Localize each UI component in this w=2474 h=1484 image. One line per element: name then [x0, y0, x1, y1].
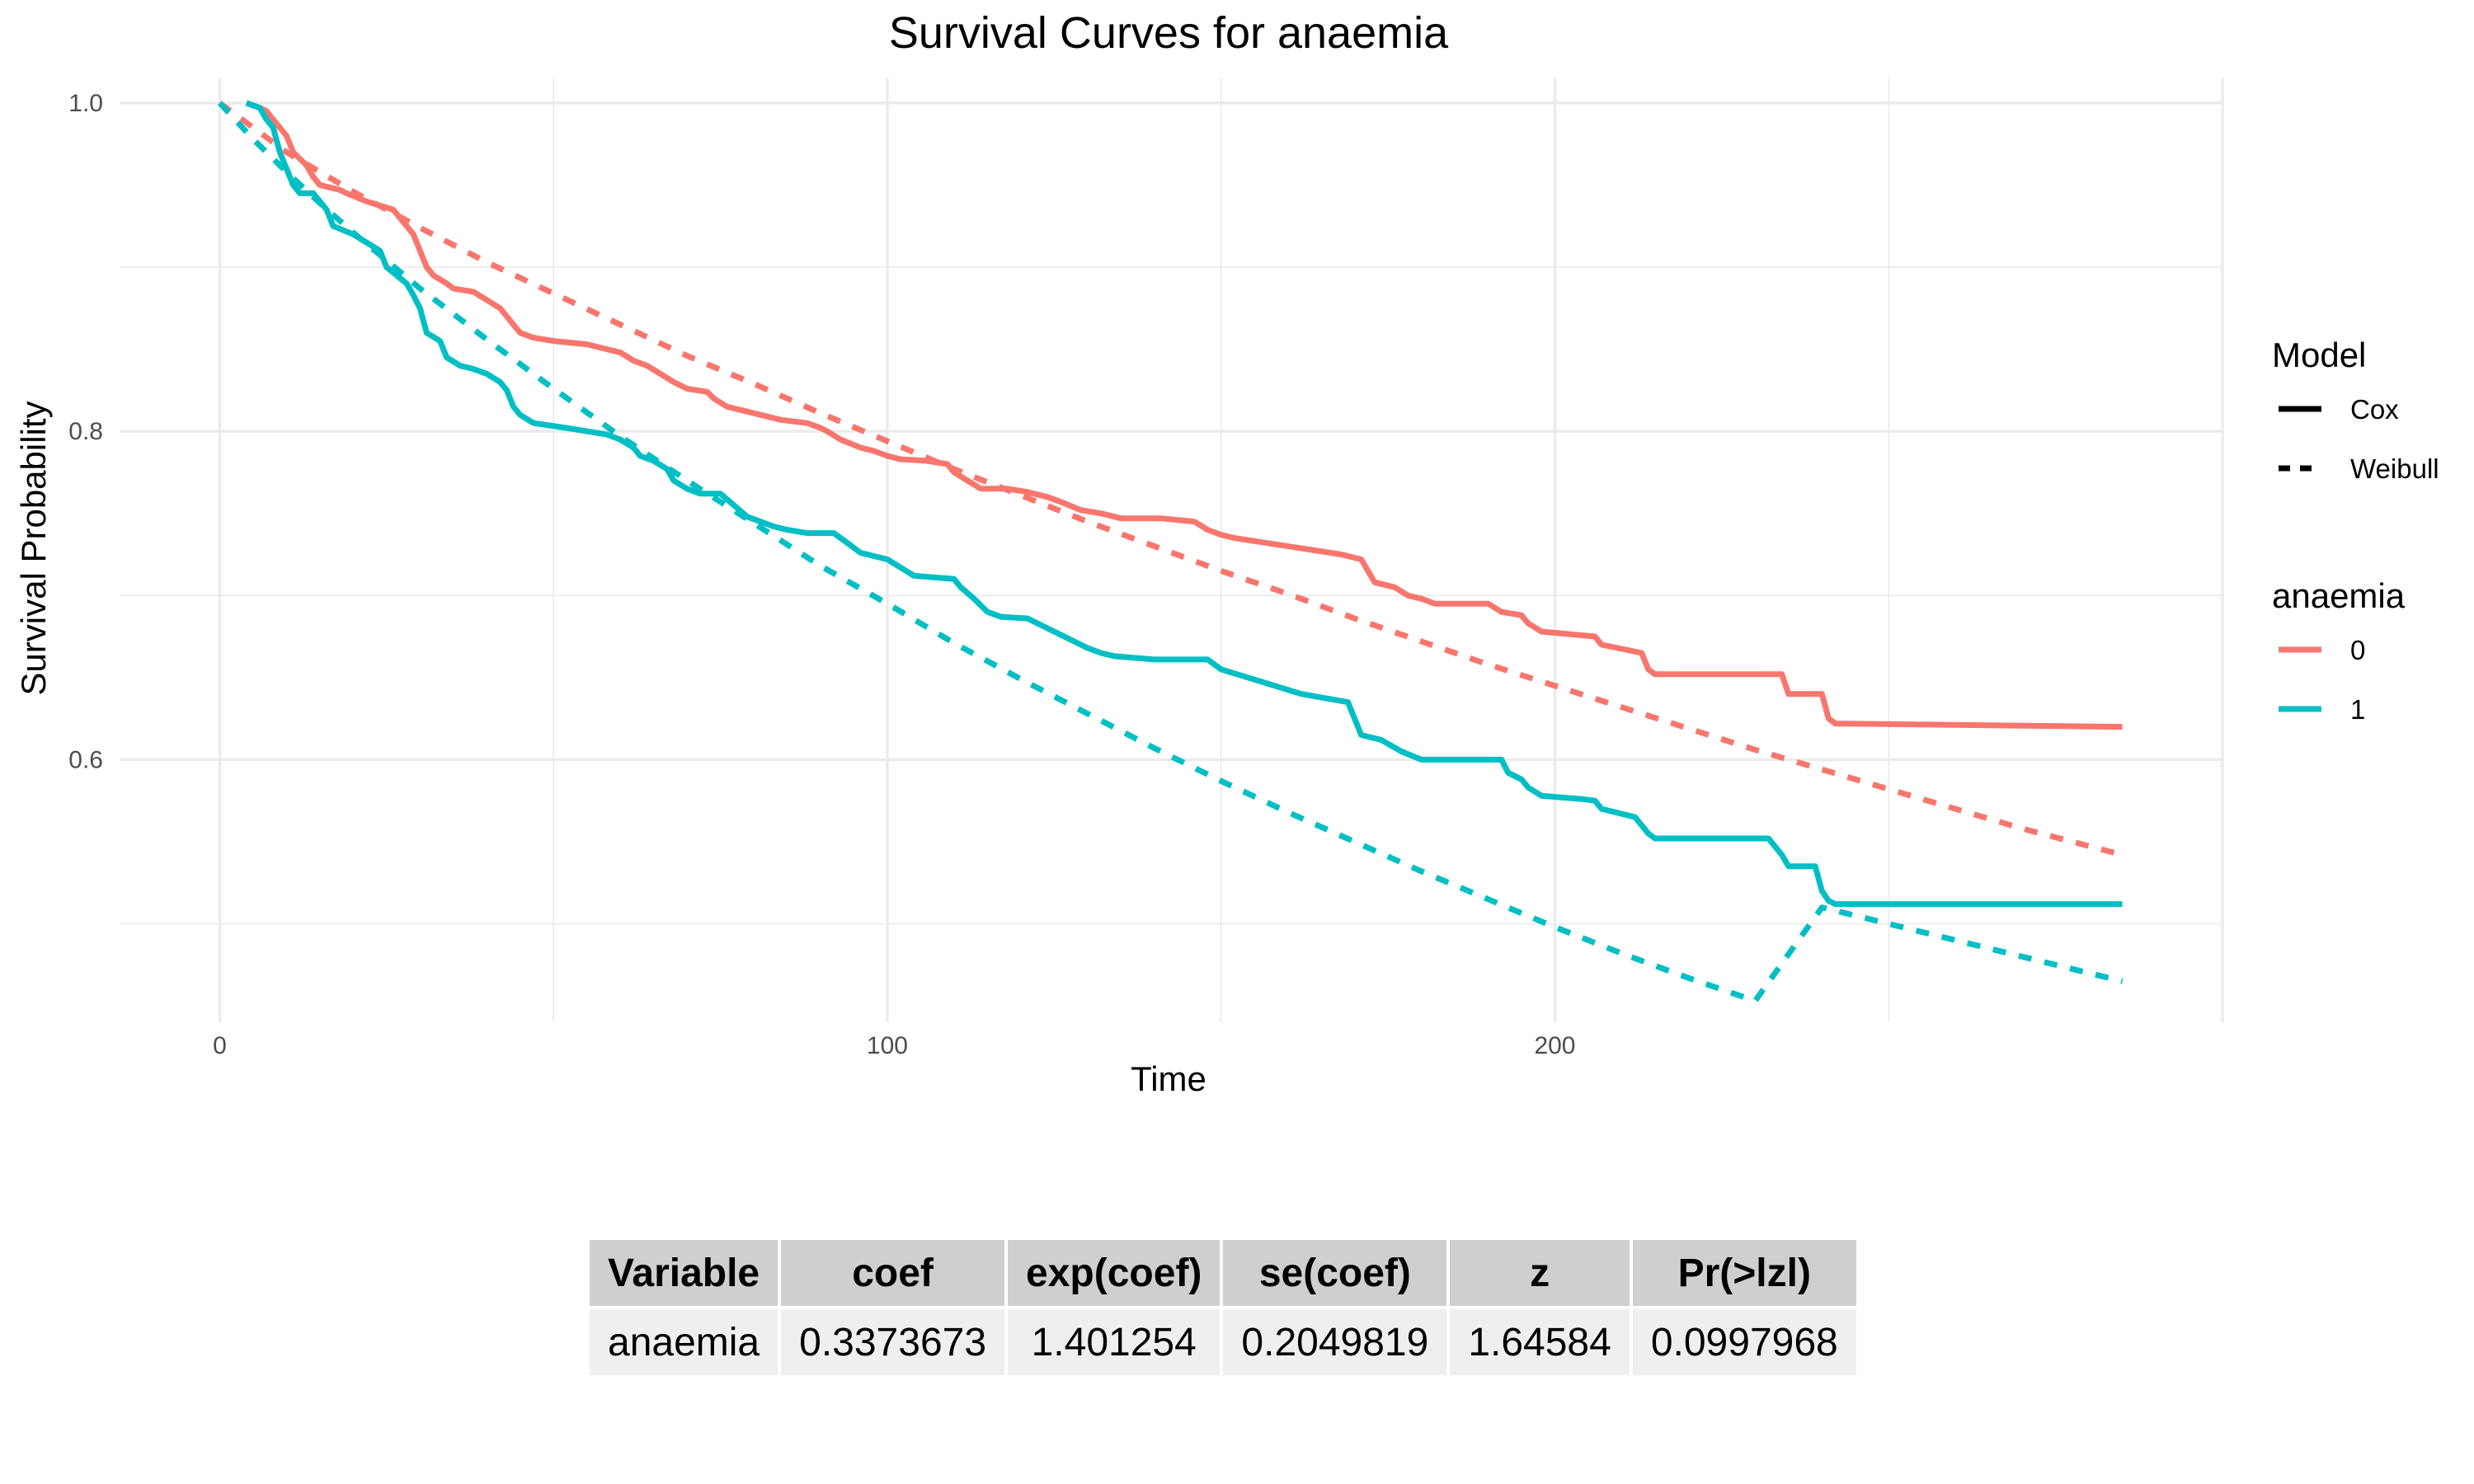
legend-label: Weibull: [2350, 453, 2439, 484]
table-header-cell: z: [1450, 1240, 1630, 1306]
legend-label: 0: [2350, 635, 2365, 665]
legend-label: Cox: [2350, 394, 2399, 425]
table-cell: 0.0997968: [1632, 1309, 1856, 1375]
y-tick-label: 0.8: [68, 418, 103, 445]
y-tick-label: 1.0: [68, 90, 103, 117]
table-header-cell: se(coef): [1223, 1240, 1447, 1306]
y-tick-label: 0.6: [68, 746, 103, 773]
weibull-curve-anaemia-0: [218, 101, 2124, 858]
x-tick-label: 0: [213, 1032, 227, 1059]
x-tick-label: 100: [867, 1032, 908, 1059]
table-header-cell: Pr(>lzl): [1632, 1240, 1856, 1306]
legend-label: 1: [2350, 694, 2365, 725]
survival-curves: [217, 100, 2124, 1004]
table-cell: 0.2049819: [1223, 1309, 1447, 1375]
table-header-row: Variable coef exp(coef) se(coef) z Pr(>lzl): [590, 1240, 1856, 1306]
table-header-cell: Variable: [590, 1240, 778, 1306]
chart-title: Survival Curves for anaemia: [889, 8, 1449, 58]
table-row: anaemia 0.3373673 1.401254 0.2049819 1.64584…: [590, 1309, 1856, 1375]
survival-chart: 0 100 200 0.6 0.8 1.0 Survival Curves for an…: [14, 8, 2439, 1098]
table-header-cell: exp(coef): [1008, 1240, 1221, 1306]
cox-curve-anaemia-1: [245, 100, 2123, 908]
table-header-cell: coef: [781, 1240, 1005, 1306]
table-cell: 1.64584: [1450, 1309, 1630, 1375]
chart-legends: Model Cox Weibull anaemia 0 1: [2272, 336, 2439, 725]
table-cell: anaemia: [590, 1309, 778, 1375]
weibull-curve-anaemia-1: [217, 101, 2124, 1004]
legend-title: anaemia: [2272, 576, 2406, 615]
table-cell: 1.401254: [1008, 1309, 1221, 1375]
legend-title: Model: [2272, 336, 2366, 374]
chart-grid: [120, 78, 2224, 1022]
cox-coefficient-table: Variable coef exp(coef) se(coef) z Pr(>lzl) a…: [586, 1237, 1860, 1378]
x-axis-title: Time: [1131, 1059, 1206, 1098]
y-axis-title: Survival Probability: [14, 401, 53, 695]
y-axis-ticks: 0.6 0.8 1.0: [68, 90, 103, 774]
table-body: anaemia 0.3373673 1.401254 0.2049819 1.64584…: [590, 1309, 1856, 1375]
table-cell: 0.3373673: [781, 1309, 1005, 1375]
cox-curve-anaemia-0: [245, 100, 2123, 730]
x-tick-label: 200: [1534, 1032, 1575, 1059]
x-axis-ticks: 0 100 200: [213, 1032, 1575, 1059]
